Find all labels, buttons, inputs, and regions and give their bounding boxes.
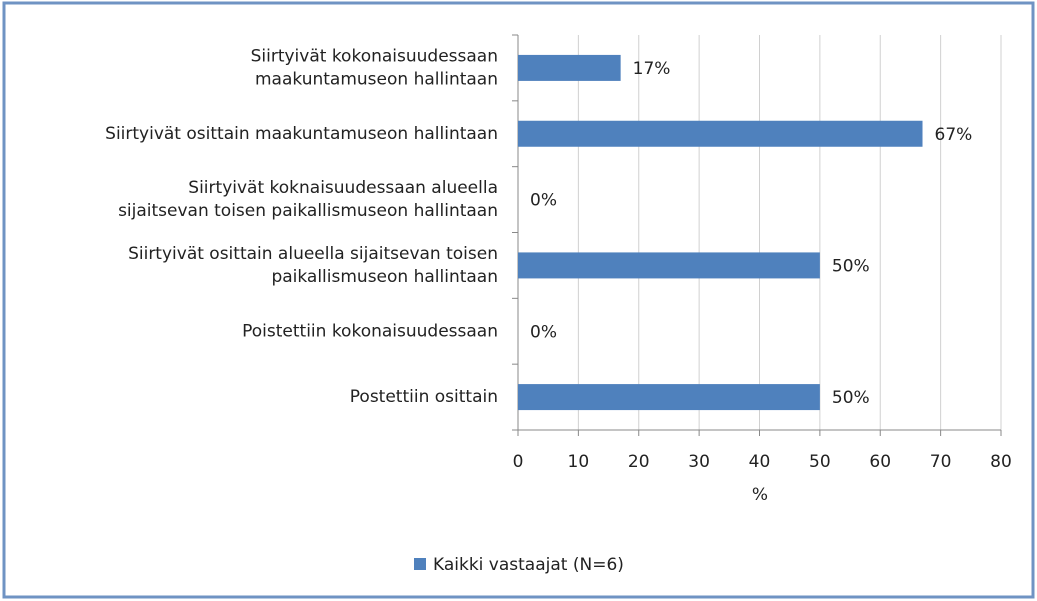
y-tick-label: Siirtyivät osittain alueella sijaitsevan… [128,244,498,287]
x-tick-label: 60 [869,452,891,472]
legend-label: Kaikki vastaajat (N=6) [433,555,624,575]
x-tick-label: 40 [749,452,771,472]
bar [518,384,820,411]
bar [518,54,621,81]
value-label: 50% [832,388,870,408]
x-tick-label: 70 [930,452,952,472]
x-tick-label: 80 [990,452,1012,472]
x-tick-label: 10 [568,452,590,472]
value-label: 50% [832,256,870,276]
value-label: 0% [530,322,557,342]
y-tick-label: Siirtyivät kokonaisuudessaan maakuntamuse… [251,46,498,89]
x-tick-label: 30 [688,452,710,472]
legend-swatch [414,558,426,570]
x-axis-title: % [752,485,768,505]
y-tick-label: Poistettiin kokonaisuudessaan [242,321,498,341]
x-tick-label: 50 [809,452,831,472]
x-tick-label: 0 [513,452,524,472]
bar [518,252,820,279]
y-tick-label: Siirtyivät osittain maakuntamuseon halli… [105,124,498,144]
value-label: 0% [530,191,557,211]
value-label: 17% [633,59,671,79]
bar [518,120,923,147]
y-tick-label: Postettiin osittain [350,387,498,407]
y-tick-label: Siirtyivät koknaisuudessaan alueella sija… [118,178,498,221]
value-label: 67% [935,125,973,145]
x-tick-label: 20 [628,452,650,472]
